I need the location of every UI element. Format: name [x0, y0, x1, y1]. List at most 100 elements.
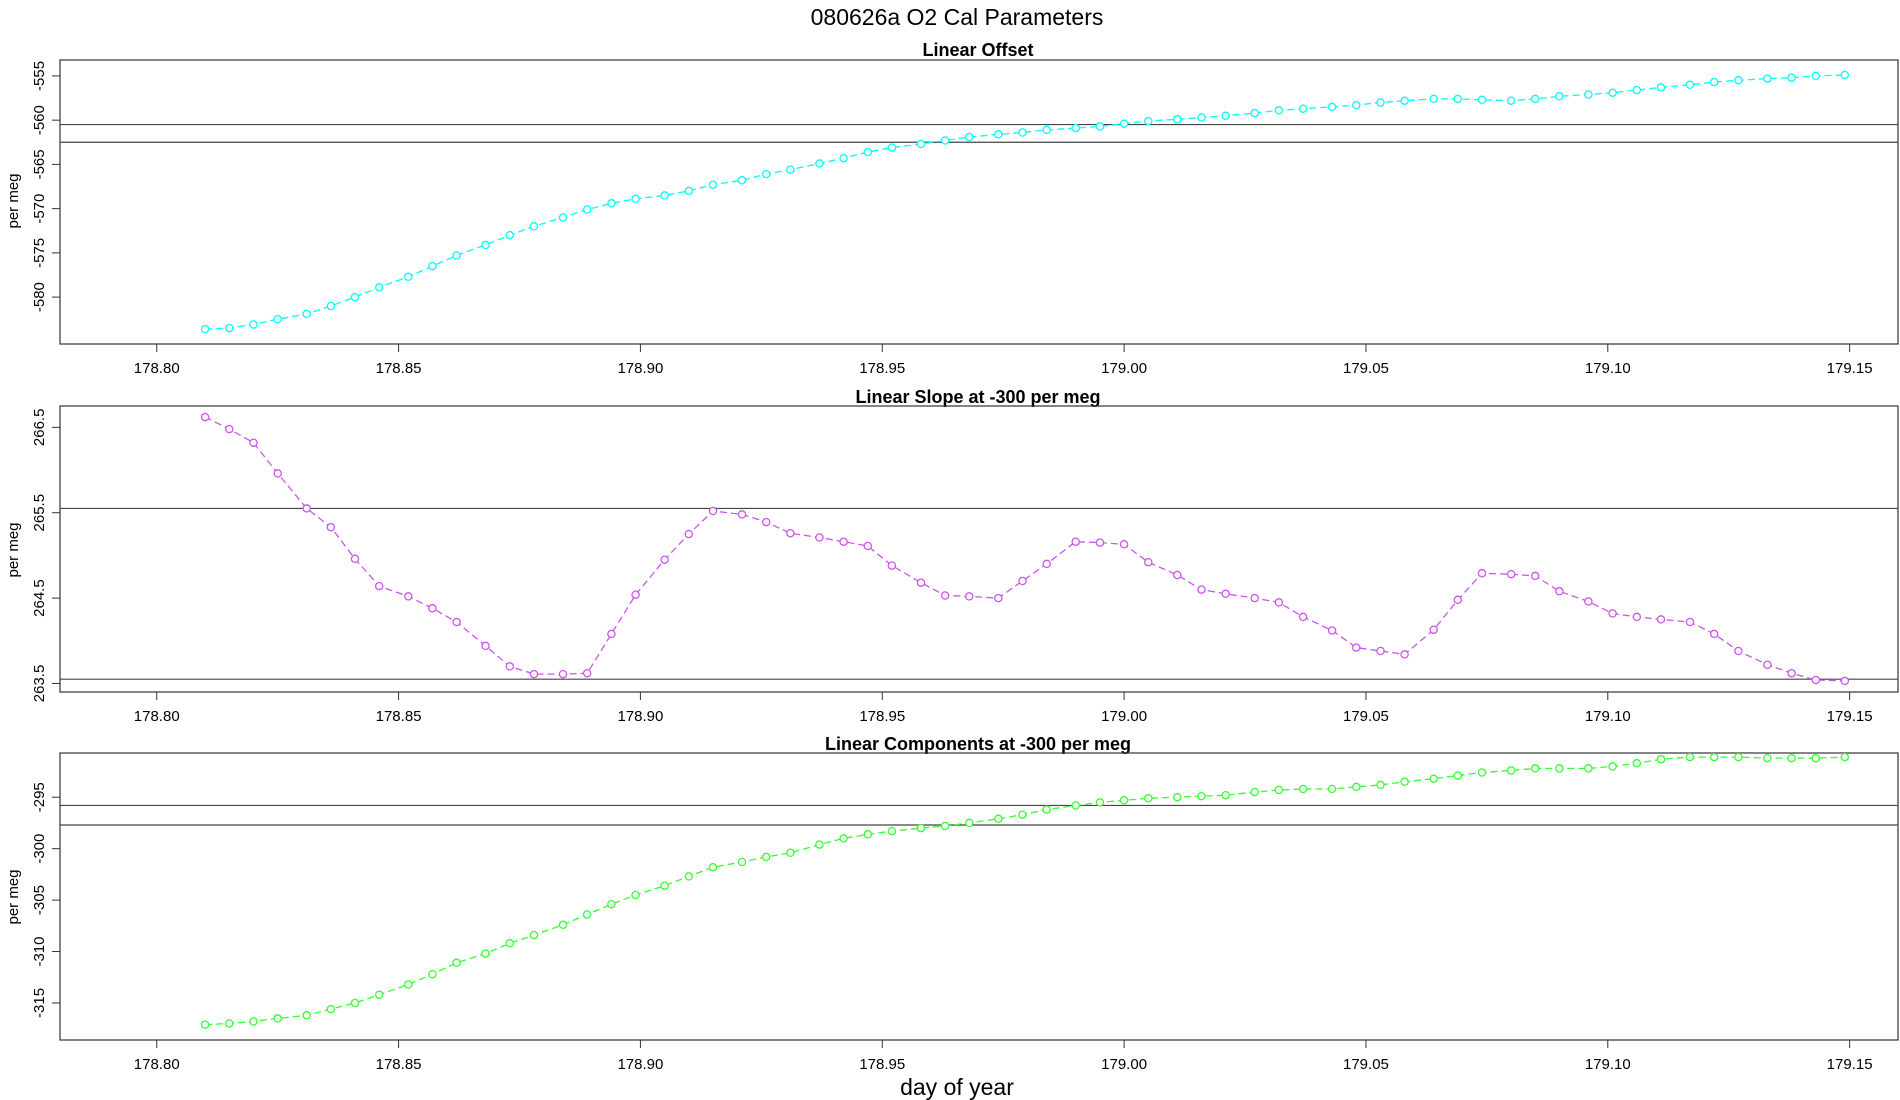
data-point	[965, 592, 974, 601]
data-point	[1709, 629, 1719, 639]
data-point	[631, 590, 640, 599]
data-point	[1608, 762, 1617, 771]
data-point	[1734, 76, 1743, 85]
data-point	[737, 176, 747, 185]
x-tick-label: 179.00	[1101, 708, 1147, 725]
data-point	[374, 990, 384, 999]
data-point	[1400, 777, 1409, 787]
data-point	[863, 147, 873, 157]
data-point	[1042, 125, 1051, 135]
data-point	[1071, 123, 1080, 133]
data-point	[1685, 617, 1695, 627]
data-point	[1173, 792, 1182, 802]
data-point	[1477, 768, 1487, 777]
data-point	[249, 438, 258, 447]
data-point	[863, 541, 873, 551]
data-point	[1555, 764, 1564, 773]
data-point	[374, 283, 384, 292]
data-point	[1477, 569, 1487, 578]
data-point	[660, 191, 669, 200]
data-point	[1018, 576, 1027, 586]
data-point	[428, 261, 437, 271]
data-point	[684, 872, 694, 881]
y-tick-label: -560	[31, 105, 48, 135]
x-tick-label: 178.85	[376, 1056, 422, 1073]
data-point	[1274, 106, 1284, 115]
data-point	[1429, 774, 1438, 783]
panel-linear-components: Linear Components at -300 per meg per me…	[5, 734, 1899, 1073]
data-point	[684, 186, 694, 196]
data-point	[607, 899, 616, 909]
x-tick-label: 178.90	[617, 360, 663, 377]
data-point	[1632, 85, 1642, 95]
y-tick-label: -305	[31, 885, 48, 915]
data-point	[1734, 752, 1743, 762]
data-point	[326, 522, 336, 532]
data-point	[273, 314, 282, 324]
data-point	[1352, 643, 1361, 652]
data-point	[558, 669, 568, 679]
x-tick-label: 178.85	[376, 360, 422, 377]
data-point	[631, 890, 640, 900]
data-point	[1763, 753, 1772, 763]
data-point	[273, 469, 282, 478]
data-point	[1656, 754, 1666, 764]
y-axis-label: per meg	[5, 869, 22, 924]
data-point	[1811, 753, 1821, 763]
data-point	[1018, 810, 1027, 819]
plot-frame	[59, 405, 1899, 693]
data-point	[558, 213, 568, 222]
x-axis-label: day of year	[900, 1074, 1014, 1100]
data-point	[1584, 90, 1593, 99]
data-point	[1506, 96, 1516, 105]
data-point	[1250, 787, 1259, 797]
data-point	[582, 910, 592, 919]
y-tick-label: -570	[31, 194, 48, 224]
data-point	[428, 969, 437, 979]
figure-title: 080626a O2 Cal Parameters	[811, 4, 1104, 30]
data-point	[1144, 116, 1153, 126]
data-point	[1095, 538, 1105, 547]
data-point	[1840, 676, 1850, 686]
x-tick-label: 178.80	[134, 360, 180, 377]
y-tick-label: -295	[31, 782, 48, 812]
series-line	[204, 416, 1845, 682]
data-point	[481, 240, 490, 250]
data-point	[1376, 780, 1385, 790]
data-point	[1119, 119, 1129, 128]
data-point	[481, 949, 490, 958]
data-point	[249, 1017, 258, 1026]
series-line	[205, 74, 1845, 330]
data-point	[1787, 668, 1796, 678]
data-point	[1144, 557, 1153, 567]
data-point	[1144, 794, 1153, 803]
data-point	[607, 629, 616, 639]
series-line	[205, 756, 1845, 1026]
data-point	[1734, 646, 1743, 656]
y-tick-label: -310	[31, 937, 48, 967]
x-tick-label: 178.80	[134, 708, 180, 725]
data-point	[350, 554, 360, 564]
data-point	[404, 592, 413, 601]
data-point	[452, 251, 461, 260]
data-point	[1352, 782, 1361, 792]
data-point	[684, 529, 694, 539]
data-point	[1685, 80, 1695, 90]
data-point	[200, 412, 210, 422]
data-point	[225, 424, 234, 434]
y-tick-label: -315	[31, 988, 48, 1018]
x-tick-label: 179.10	[1585, 708, 1631, 725]
data-point	[1429, 94, 1438, 104]
data-point	[761, 169, 771, 179]
x-tick-label: 179.10	[1585, 1056, 1631, 1073]
data-point	[839, 153, 848, 163]
data-point	[1709, 752, 1719, 762]
x-tick-label: 178.85	[376, 708, 422, 725]
data-point	[505, 230, 515, 240]
data-point	[1506, 569, 1516, 579]
data-point	[761, 517, 771, 527]
data-point	[1656, 615, 1666, 624]
x-tick-label: 179.15	[1827, 360, 1873, 377]
panel-title: Linear Offset	[922, 40, 1033, 60]
data-point	[1327, 626, 1337, 635]
